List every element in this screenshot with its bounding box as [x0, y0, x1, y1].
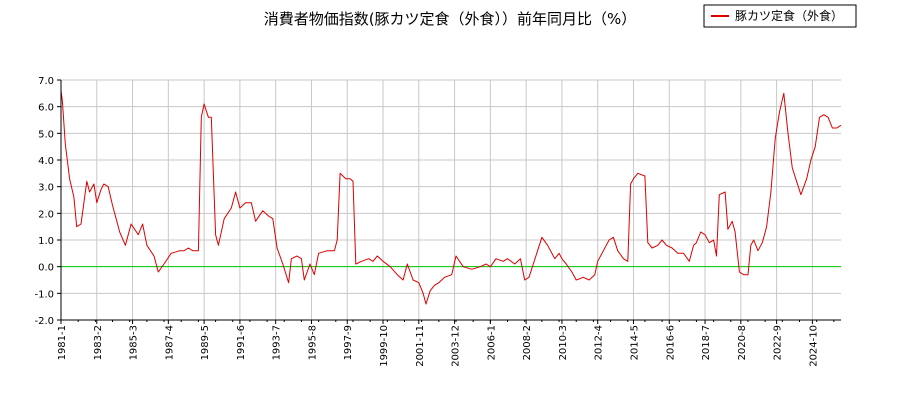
x-tick-label: 2012-4	[594, 325, 605, 360]
x-tick-label: 1985-3	[129, 325, 140, 360]
y-tick-label: 2.0	[38, 209, 54, 220]
x-tick-label: 1995-8	[307, 325, 318, 360]
x-tick-label: 1997-9	[343, 325, 354, 360]
x-tick-label: 2018-7	[701, 325, 712, 360]
y-tick-label: 4.0	[38, 156, 54, 167]
x-tick-label: 2008-2	[522, 325, 533, 360]
x-tick-label: 2022-9	[773, 325, 784, 360]
x-tick-label: 2001-11	[415, 325, 426, 367]
x-tick-label: 2020-8	[737, 325, 748, 360]
x-tick-label: 2024-10	[808, 325, 819, 367]
x-tick-label: 2016-6	[665, 325, 676, 360]
y-tick-label: 0.0	[38, 263, 54, 274]
y-tick-label: -2.0	[34, 316, 54, 327]
legend: 豚カツ定食（外食）	[703, 4, 857, 28]
series-layer	[60, 90, 842, 305]
legend-label: 豚カツ定食（外食）	[735, 8, 843, 23]
y-tick-label: 1.0	[38, 236, 54, 247]
y-tick-label: 5.0	[38, 129, 54, 140]
y-tick-label: 3.0	[38, 183, 54, 194]
x-tick-label: 1987-4	[164, 325, 175, 360]
x-tick-labels: 1981-1 1983-2 1985-3 1987-4 1989-5 1991-6 1993…	[57, 325, 819, 367]
x-tick-label: 2010-3	[558, 325, 569, 360]
x-tick-label: 2003-12	[451, 325, 462, 367]
axes	[57, 79, 841, 324]
gridlines	[60, 79, 841, 321]
series-line	[60, 90, 842, 305]
x-tick-label: 2014-5	[629, 325, 640, 360]
x-tick-label: 1999-10	[379, 325, 390, 367]
x-tick-label: 2006-1	[486, 325, 497, 360]
y-tick-label: 6.0	[38, 103, 54, 114]
legend-box	[703, 4, 857, 28]
x-tick-label: 1983-2	[93, 325, 104, 360]
x-tick-label: 1989-5	[200, 325, 211, 360]
y-tick-label: -1.0	[34, 289, 54, 300]
x-tick-label: 1991-6	[236, 325, 247, 360]
chart-title: 消費者物価指数(豚カツ定食（外食））前年同月比（%）	[264, 10, 637, 28]
y-tick-label: 7.0	[38, 76, 54, 87]
x-tick-label: 1981-1	[57, 325, 68, 360]
y-tick-labels: -2.0 -1.0 0.0 1.0 2.0 3.0 4.0 5.0 6.0 7.0	[34, 76, 54, 327]
x-tick-label: 1993-7	[272, 325, 283, 360]
